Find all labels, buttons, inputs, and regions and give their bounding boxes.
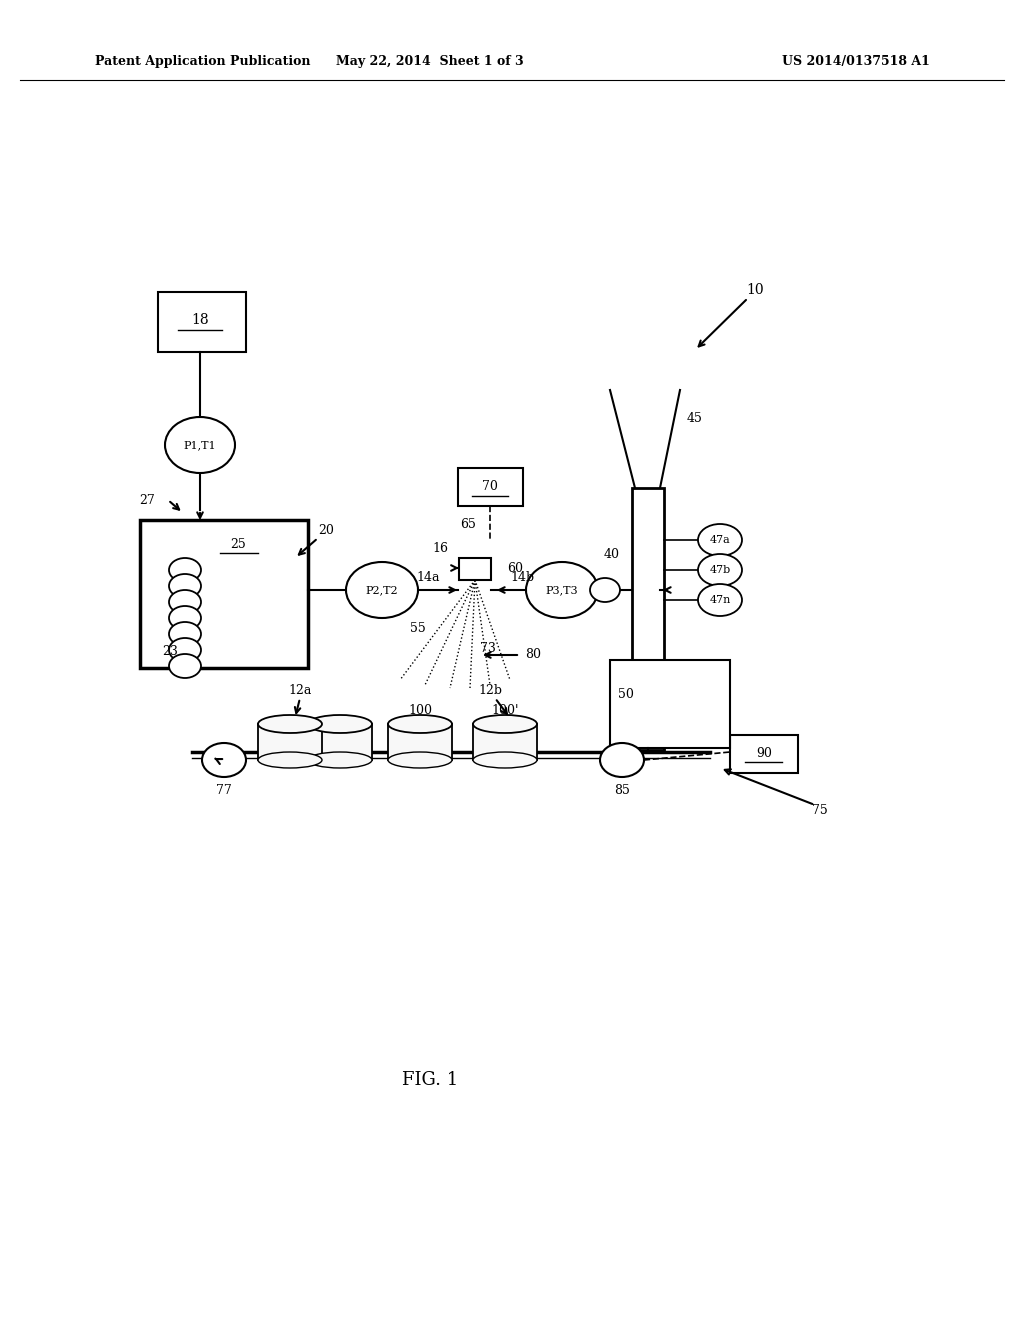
- Ellipse shape: [308, 715, 372, 733]
- Text: 27: 27: [139, 494, 155, 507]
- Text: 85: 85: [614, 784, 630, 796]
- Text: 100: 100: [408, 704, 432, 717]
- Text: 47a: 47a: [710, 535, 730, 545]
- Bar: [610, 660, 730, 748]
- Bar: [258, 723, 322, 760]
- Text: 20: 20: [318, 524, 334, 536]
- Text: 14a: 14a: [417, 572, 440, 585]
- Text: 60: 60: [507, 561, 523, 574]
- Text: 14b: 14b: [510, 572, 535, 585]
- Ellipse shape: [169, 558, 201, 582]
- Ellipse shape: [258, 752, 322, 768]
- Text: 18: 18: [191, 313, 209, 327]
- Ellipse shape: [165, 417, 234, 473]
- Text: 75: 75: [812, 804, 827, 817]
- Bar: [308, 723, 372, 760]
- Bar: [388, 723, 452, 760]
- Ellipse shape: [169, 590, 201, 614]
- Bar: [140, 520, 308, 668]
- Ellipse shape: [388, 715, 452, 733]
- Ellipse shape: [169, 622, 201, 645]
- Ellipse shape: [169, 653, 201, 678]
- Bar: [458, 469, 523, 506]
- Bar: [158, 292, 246, 352]
- Ellipse shape: [473, 715, 537, 733]
- Ellipse shape: [169, 606, 201, 630]
- Text: May 22, 2014  Sheet 1 of 3: May 22, 2014 Sheet 1 of 3: [336, 55, 524, 69]
- Ellipse shape: [698, 583, 742, 616]
- Text: 47b: 47b: [710, 565, 731, 576]
- Text: US 2014/0137518 A1: US 2014/0137518 A1: [782, 55, 930, 69]
- Bar: [730, 735, 798, 774]
- Text: 12b: 12b: [478, 684, 502, 697]
- Text: 70: 70: [482, 480, 498, 494]
- Text: 50: 50: [618, 689, 634, 701]
- Text: 77: 77: [216, 784, 231, 796]
- Ellipse shape: [698, 554, 742, 586]
- Ellipse shape: [526, 562, 598, 618]
- Ellipse shape: [388, 752, 452, 768]
- Ellipse shape: [258, 715, 322, 733]
- Text: 12a: 12a: [289, 684, 311, 697]
- Text: 90: 90: [756, 747, 772, 760]
- Bar: [473, 723, 537, 760]
- Bar: [459, 558, 490, 579]
- Text: 100': 100': [492, 704, 519, 717]
- Ellipse shape: [600, 743, 644, 777]
- Ellipse shape: [169, 574, 201, 598]
- Text: 73: 73: [480, 642, 496, 655]
- Ellipse shape: [346, 562, 418, 618]
- Ellipse shape: [202, 743, 246, 777]
- Ellipse shape: [473, 752, 537, 768]
- Text: 25: 25: [230, 539, 246, 552]
- Text: 47n: 47n: [710, 595, 731, 605]
- Text: 23: 23: [162, 645, 178, 657]
- Text: 55: 55: [411, 622, 426, 635]
- Bar: [632, 488, 664, 750]
- Ellipse shape: [698, 524, 742, 556]
- Ellipse shape: [590, 578, 620, 602]
- Text: P2,T2: P2,T2: [366, 585, 398, 595]
- Text: P3,T3: P3,T3: [546, 585, 579, 595]
- Text: 45: 45: [687, 412, 702, 425]
- Text: 16: 16: [432, 541, 449, 554]
- Text: 80: 80: [525, 648, 541, 661]
- Ellipse shape: [308, 752, 372, 768]
- Text: P1,T1: P1,T1: [183, 440, 216, 450]
- Text: FIG. 1: FIG. 1: [401, 1071, 458, 1089]
- Text: 10: 10: [746, 282, 764, 297]
- Text: Patent Application Publication: Patent Application Publication: [95, 55, 310, 69]
- Text: 65: 65: [460, 519, 476, 532]
- Text: 40: 40: [604, 549, 620, 561]
- Ellipse shape: [169, 638, 201, 663]
